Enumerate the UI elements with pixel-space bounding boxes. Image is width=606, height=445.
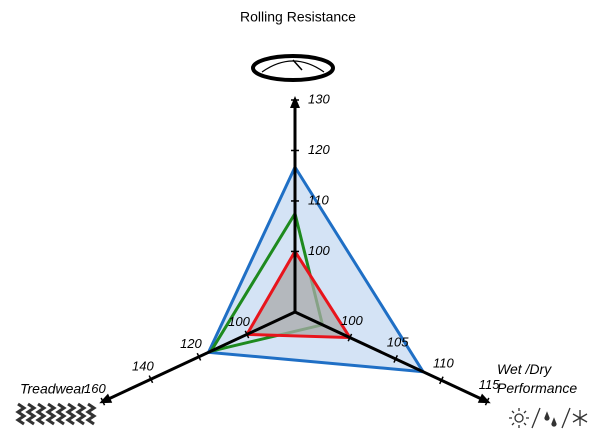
tick-label: 100 (228, 314, 250, 329)
tick-label: 120 (180, 336, 202, 351)
tick-mark (100, 397, 106, 406)
axis-title: Wet /Dry Performance (497, 361, 578, 396)
tick-label: 100 (341, 313, 363, 328)
tick-mark (347, 333, 353, 342)
tick-label: 100 (308, 243, 330, 258)
tick-mark (244, 330, 250, 339)
tick-label: 105 (387, 334, 409, 349)
chart-title: Rolling Resistance (240, 9, 356, 25)
series-polygon (244, 248, 353, 340)
tick-mark (439, 376, 444, 385)
series-polygon (207, 209, 325, 354)
tread-icon (15, 402, 97, 426)
axis-arrow (290, 96, 300, 108)
tick-mark (148, 375, 154, 384)
tick-mark (196, 352, 202, 361)
tick-label: 110 (308, 192, 329, 207)
tick-mark (393, 354, 399, 363)
tick-mark (484, 397, 490, 406)
tick-label: 110 (433, 356, 454, 371)
axis-line (294, 310, 488, 403)
series-layer (206, 163, 426, 374)
axis-title: Treadwear (20, 381, 87, 397)
weather-icon (509, 407, 588, 429)
tick-label: 140 (132, 359, 154, 374)
tick-label: 160 (84, 381, 106, 396)
tick-label: 115 (479, 377, 500, 392)
tick-label: 120 (308, 142, 330, 157)
tick-label: 130 (308, 91, 330, 106)
gauge-icon (251, 54, 335, 82)
